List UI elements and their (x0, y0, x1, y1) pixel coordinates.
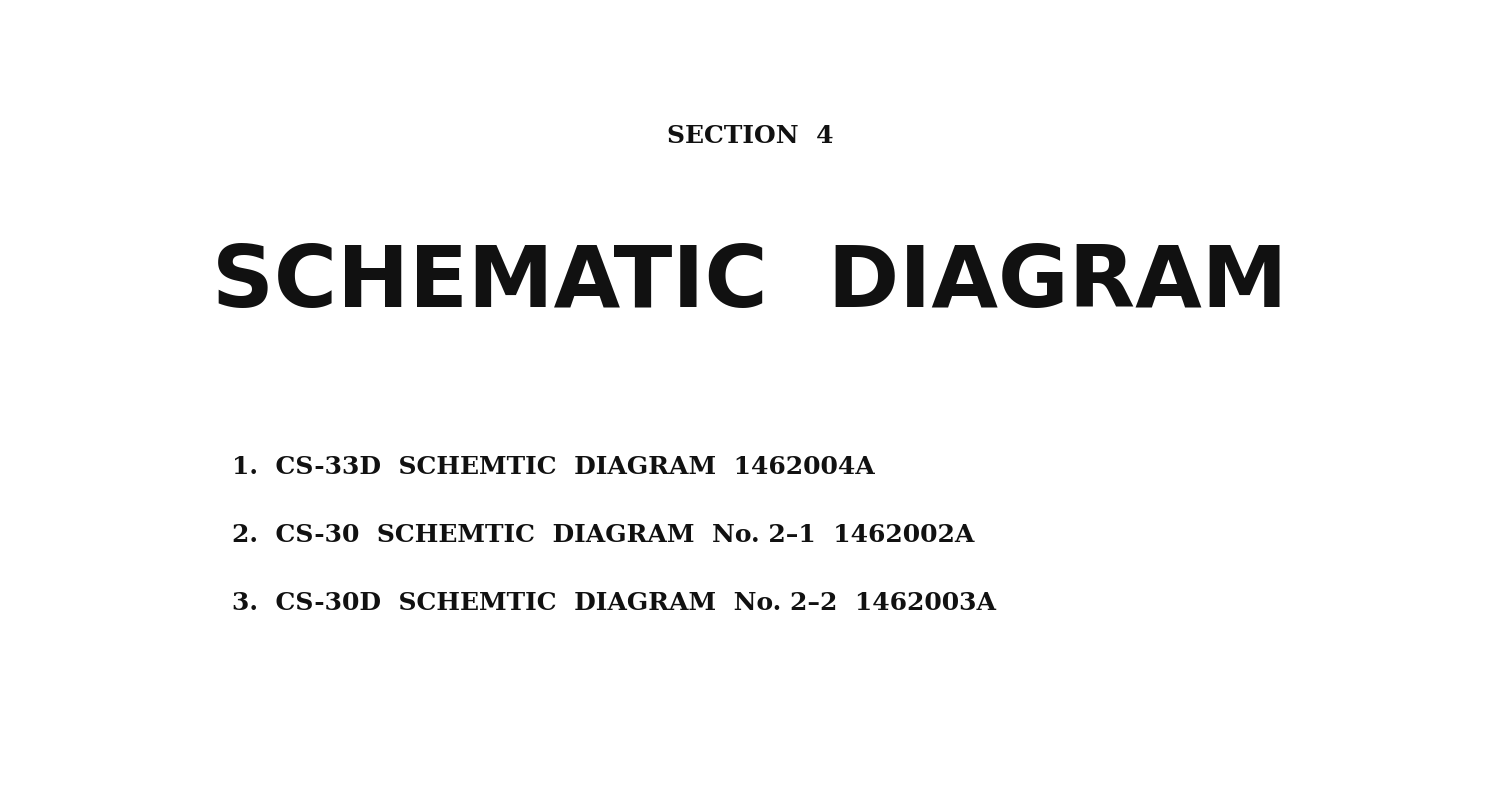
Text: SECTION  4: SECTION 4 (666, 124, 834, 148)
Text: SCHEMATIC  DIAGRAM: SCHEMATIC DIAGRAM (213, 242, 1287, 325)
Text: 1.  CS-33D  SCHEMTIC  DIAGRAM  1462004A: 1. CS-33D SCHEMTIC DIAGRAM 1462004A (232, 455, 876, 479)
Text: 3.  CS-30D  SCHEMTIC  DIAGRAM  No. 2–2  1462003A: 3. CS-30D SCHEMTIC DIAGRAM No. 2–2 14620… (232, 591, 996, 615)
Text: 2.  CS-30  SCHEMTIC  DIAGRAM  No. 2–1  1462002A: 2. CS-30 SCHEMTIC DIAGRAM No. 2–1 146200… (232, 523, 975, 547)
